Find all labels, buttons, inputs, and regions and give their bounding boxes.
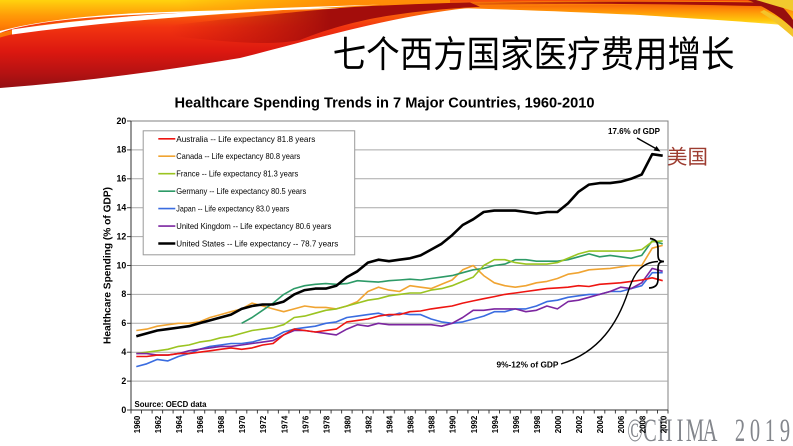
svg-text:1986: 1986 (406, 415, 416, 433)
svg-text:Source: OECD data: Source: OECD data (135, 399, 207, 409)
svg-text:Japan -- Life expectancy 83.0: Japan -- Life expectancy 83.0 years (176, 204, 289, 214)
svg-text:M: M (686, 412, 704, 446)
svg-text:1: 1 (765, 412, 775, 446)
svg-text:1972: 1972 (258, 415, 268, 433)
svg-text:0: 0 (750, 412, 760, 446)
svg-text:0: 0 (121, 405, 126, 415)
svg-text:United Kingdom -- Life expecta: United Kingdom -- Life expectancy 80.6 y… (176, 221, 331, 231)
svg-text:1968: 1968 (216, 415, 226, 433)
svg-text:14: 14 (117, 203, 127, 213)
svg-text:1998: 1998 (532, 415, 542, 433)
svg-text:16: 16 (117, 174, 127, 184)
svg-text:1976: 1976 (300, 415, 310, 433)
svg-text:I: I (677, 412, 684, 446)
svg-text:C: C (643, 412, 657, 446)
svg-text:1994: 1994 (490, 415, 500, 433)
svg-text:2: 2 (121, 376, 126, 386)
svg-text:Australia -- Life expectancy 8: Australia -- Life expectancy 81.8 years (176, 134, 315, 144)
svg-text:H: H (658, 412, 673, 446)
svg-text:20: 20 (117, 116, 127, 126)
svg-text:1996: 1996 (511, 415, 521, 433)
svg-text:1982: 1982 (364, 415, 374, 433)
svg-text:1974: 1974 (279, 415, 289, 433)
svg-text:1984: 1984 (385, 415, 395, 433)
svg-text:2000: 2000 (553, 415, 563, 433)
svg-text:2004: 2004 (595, 415, 605, 433)
svg-text:France -- Life expectancy 81.3: France -- Life expectancy 81.3 years (176, 169, 298, 179)
svg-text:United States -- Life expectan: United States -- Life expectancy -- 78.7… (176, 239, 338, 249)
svg-text:1960: 1960 (132, 415, 142, 433)
svg-text:4: 4 (121, 347, 126, 357)
svg-text:©: © (627, 412, 643, 446)
svg-text:1966: 1966 (195, 415, 205, 433)
svg-text:A: A (703, 412, 718, 446)
svg-text:1990: 1990 (448, 415, 458, 433)
svg-text:18: 18 (117, 145, 127, 155)
svg-text:6: 6 (121, 318, 126, 328)
svg-text:1980: 1980 (343, 415, 353, 433)
svg-text:2002: 2002 (574, 415, 584, 433)
svg-text:2: 2 (735, 412, 745, 446)
svg-text:10: 10 (117, 260, 127, 270)
svg-text:Healthcare Spending (% of GDP): Healthcare Spending (% of GDP) (103, 187, 114, 344)
svg-text:1964: 1964 (174, 415, 184, 433)
svg-text:Healthcare Spending Trends in: Healthcare Spending Trends in 7 Major Co… (175, 95, 595, 111)
svg-text:Canada -- Life expectancy 80.8: Canada -- Life expectancy 80.8 years (176, 151, 300, 161)
svg-text:9%-12% of GDP: 9%-12% of GDP (497, 360, 559, 370)
svg-text:1970: 1970 (237, 415, 247, 433)
svg-text:1978: 1978 (321, 415, 331, 433)
svg-text:8: 8 (121, 289, 126, 299)
svg-text:17.6% of GDP: 17.6% of GDP (608, 126, 660, 136)
svg-text:9: 9 (780, 412, 790, 446)
svg-text:Germany -- Life expectancy 80.: Germany -- Life expectancy 80.5 years (176, 186, 306, 196)
svg-text:1992: 1992 (469, 415, 479, 433)
svg-text:1988: 1988 (427, 415, 437, 433)
svg-text:1962: 1962 (153, 415, 163, 433)
svg-text:2006: 2006 (616, 415, 626, 433)
svg-text:2010: 2010 (658, 415, 668, 433)
svg-text:12: 12 (117, 231, 127, 241)
svg-text:2008: 2008 (637, 415, 647, 433)
